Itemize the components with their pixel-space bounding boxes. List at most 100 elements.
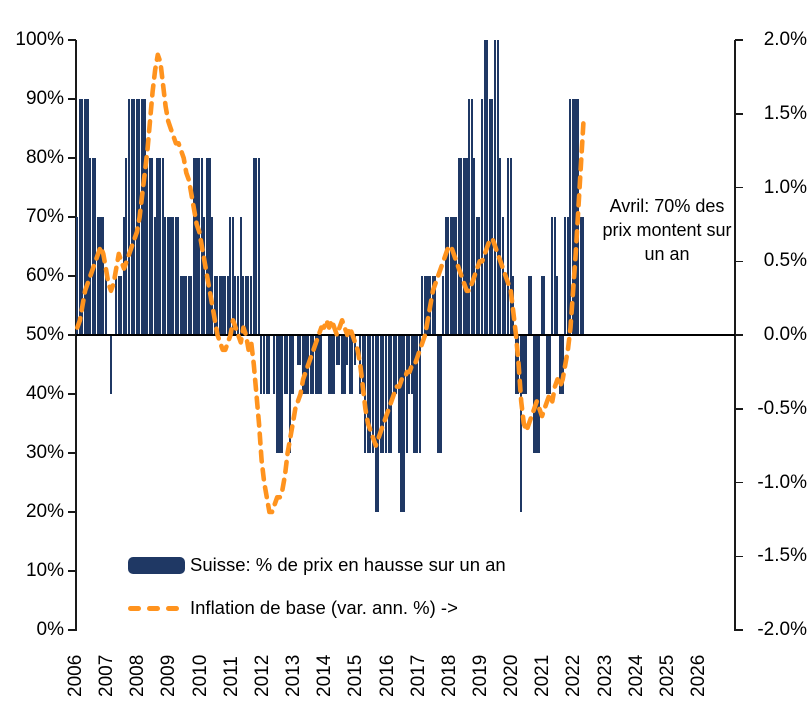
- bar-month: [416, 335, 419, 453]
- bar-month: [480, 99, 484, 335]
- bar-month: [408, 335, 411, 394]
- bar-month: [418, 335, 421, 453]
- bar-month: [395, 335, 398, 394]
- bar-month: [499, 158, 502, 335]
- bar-month: [335, 335, 338, 365]
- left-axis-label: 60%: [25, 265, 64, 286]
- bar-month: [252, 158, 255, 335]
- bar-month: [353, 335, 356, 365]
- right-axis-label: -0.5%: [757, 397, 807, 419]
- bar-month: [291, 335, 294, 394]
- right-axis-tick: [735, 39, 743, 41]
- bar-month: [242, 276, 245, 335]
- bar-month: [288, 335, 291, 453]
- right-axis-label: 1.5%: [763, 102, 807, 124]
- bar-month: [190, 276, 193, 335]
- bar-month: [174, 217, 177, 335]
- bar-month: [460, 158, 463, 335]
- bar-month: [268, 335, 271, 394]
- bar-month: [231, 217, 234, 335]
- right-axis-line: [734, 40, 736, 631]
- left-axis-tick: [68, 570, 76, 572]
- right-axis-label: -1.5%: [757, 545, 807, 567]
- annotation-line3: un an: [644, 243, 690, 264]
- bar-month: [449, 217, 452, 335]
- left-axis-label: 90%: [25, 88, 64, 109]
- bar-month: [239, 217, 242, 335]
- right-axis-tick: [735, 334, 743, 336]
- bar-month: [133, 99, 136, 335]
- bar-month: [78, 99, 81, 335]
- left-axis-tick: [68, 275, 76, 277]
- right-axis-label: -1.0%: [757, 471, 807, 493]
- bar-month: [566, 217, 569, 335]
- bar-month: [301, 335, 304, 394]
- annotation-april: Avril: 70% des prix montent sur un an: [597, 195, 737, 266]
- bar-month: [442, 276, 445, 335]
- bar-month: [260, 335, 263, 394]
- bar-month: [281, 335, 284, 453]
- legend-line-label: Inflation de base (var. ann. %) ->: [190, 597, 458, 618]
- bar-month: [91, 158, 94, 335]
- bar-month: [454, 217, 458, 335]
- bar-month: [255, 158, 258, 335]
- right-axis-tick: [735, 629, 743, 631]
- bar-month: [488, 99, 491, 335]
- bar-month: [366, 335, 369, 453]
- bar-month: [278, 335, 281, 453]
- bar-month: [312, 335, 315, 394]
- right-axis-tick: [735, 481, 743, 484]
- bar-month: [553, 217, 556, 335]
- bar-month: [327, 335, 330, 394]
- bar-month: [436, 335, 439, 453]
- bar-month: [299, 335, 302, 365]
- bar-month: [223, 276, 227, 335]
- bar-month: [400, 335, 403, 512]
- bar-month: [262, 335, 266, 394]
- bar-month: [369, 335, 372, 453]
- bar-month: [340, 335, 343, 394]
- bar-month: [473, 158, 476, 335]
- bar-month: [99, 217, 102, 335]
- bar-month: [151, 158, 154, 335]
- bar-month: [177, 217, 180, 335]
- bar-month: [382, 335, 385, 453]
- bar-month: [421, 276, 424, 335]
- bar-month: [203, 217, 206, 335]
- bar-month: [403, 335, 406, 512]
- bar-month: [444, 217, 447, 335]
- bar-month: [192, 158, 195, 335]
- left-axis-label: 10%: [25, 560, 64, 581]
- left-axis-tick: [68, 334, 76, 336]
- legend-item-line: Inflation de base (var. ann. %) ->: [128, 595, 506, 621]
- left-axis-tick: [68, 98, 76, 100]
- bar-month: [551, 217, 554, 335]
- bar-month: [205, 158, 208, 335]
- bar-month: [130, 99, 133, 335]
- left-axis-tick: [68, 629, 76, 631]
- bar-month: [317, 335, 320, 394]
- bar-month: [229, 217, 232, 335]
- bar-month: [478, 217, 481, 335]
- bar-month: [545, 335, 548, 394]
- bar-month: [234, 276, 237, 335]
- bar-month: [413, 335, 416, 453]
- bar-month: [127, 99, 131, 335]
- bar-month: [535, 335, 538, 453]
- bar-month: [164, 217, 167, 335]
- bar-month: [556, 276, 559, 335]
- bar-month: [179, 276, 182, 335]
- bar-month: [218, 276, 221, 335]
- right-axis-label: -2.0%: [757, 619, 807, 640]
- legend: Suisse: % de prix en hausse sur un an In…: [128, 552, 506, 638]
- bar-month: [387, 335, 390, 453]
- bar-month: [96, 217, 99, 335]
- right-axis-label: 2.0%: [763, 29, 807, 50]
- bar-month: [122, 217, 125, 335]
- bar-month: [286, 335, 289, 394]
- bar-month: [159, 158, 162, 335]
- bar-month: [146, 158, 149, 335]
- bar-month: [275, 335, 279, 453]
- bar-month: [377, 335, 380, 512]
